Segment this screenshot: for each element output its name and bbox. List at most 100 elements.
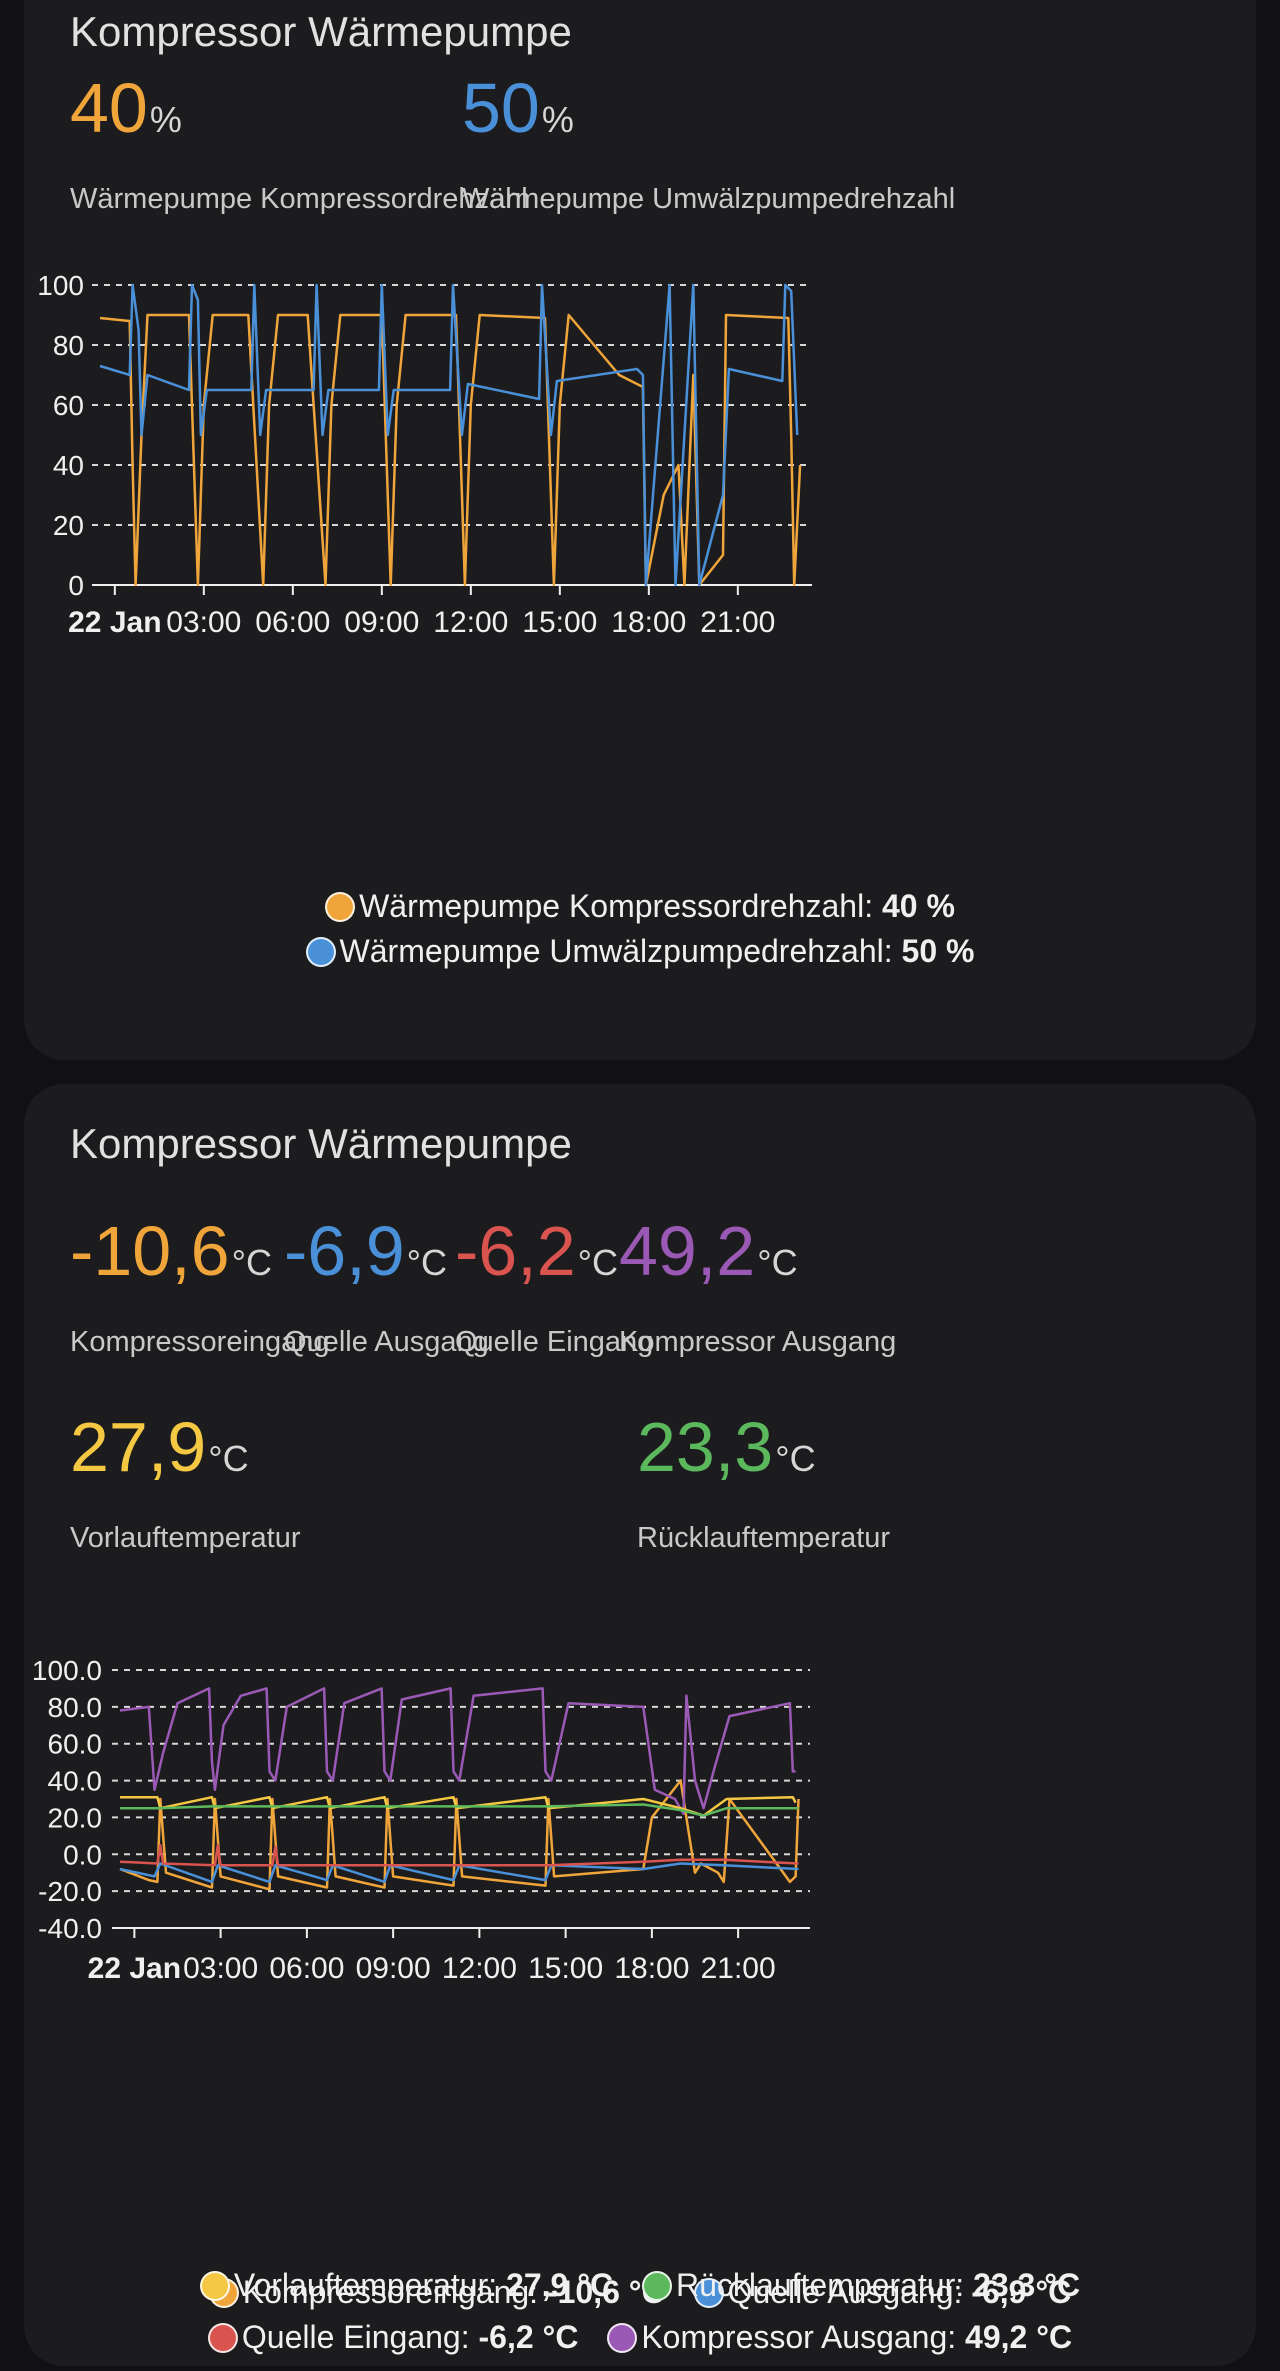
legend-label: Wärmepumpe Kompressordrehzahl:	[359, 888, 874, 924]
stat-value: 27,9	[70, 1408, 207, 1486]
legend-value: 27,9 °C	[506, 2267, 614, 2303]
series-line	[119, 1843, 799, 1867]
legend-value: -6,2 °C	[478, 2319, 579, 2355]
stat-unit: °C	[231, 1242, 272, 1283]
y-tick-label: 20	[53, 510, 84, 541]
chart-legend-row: Kompressoreingang: -10,6 °C Quelle Ausga…	[24, 2274, 1256, 2311]
card-title: Kompressor Wärmepumpe	[70, 8, 572, 55]
stat-value: -6,9	[284, 1212, 405, 1290]
y-tick-label: 60	[53, 390, 84, 421]
x-tick-label: 03:00	[166, 606, 241, 639]
legend-value: -6,9 °C	[971, 2274, 1072, 2310]
legend-label: Rücklauftemperatur:	[676, 2267, 965, 2303]
x-tick-label: 21:00	[701, 1952, 776, 1985]
legend-label: Wärmepumpe Umwälzpumpedrehzahl:	[339, 933, 893, 969]
stat-unit: °C	[577, 1242, 619, 1283]
x-tick-label: 21:00	[700, 606, 775, 639]
x-tick-label: 22 Jan	[68, 606, 161, 639]
stat-unit: °C	[775, 1438, 816, 1479]
x-tick-label: 22 Jan	[88, 1952, 181, 1985]
legend-item-flow-temperature[interactable]: Vorlauftemperatur: 27,9 °C	[199, 2267, 614, 2304]
x-tick-label: 12:00	[442, 1952, 517, 1985]
legend-dot-icon	[305, 937, 336, 967]
stat-unit: °C	[208, 1438, 249, 1479]
stat-label: Kompressor Ausgang	[619, 1326, 897, 1358]
x-tick-label: 18:00	[614, 1952, 689, 1985]
y-tick-label: 80	[53, 330, 84, 361]
legend-item-source-outlet[interactable]: Quelle Ausgang: -6,9 °C	[693, 2274, 1072, 2311]
y-tick-label: -40.0	[38, 1913, 102, 1944]
stat-unit: %	[149, 99, 182, 140]
y-tick-label: 20.0	[48, 1802, 103, 1833]
legend-item-compressor-outlet[interactable]: Kompressor Ausgang: 49,2 °C	[607, 2319, 1072, 2356]
compressor-speed-card: Kompressor Wärmepumpe 40% Wärmepumpe Kom…	[24, 0, 1256, 1060]
y-tick-label: 100.0	[32, 1655, 102, 1686]
legend-label: Vorlauftemperatur:	[233, 2267, 498, 2303]
legend-label: Kompressoreingang:	[242, 2274, 539, 2310]
series-line	[119, 1862, 799, 1884]
legend-value: 49,2 °C	[965, 2319, 1073, 2355]
stat-compressor-inlet[interactable]: -10,6°C Kompressoreingang	[70, 1216, 330, 1358]
y-tick-label: 0	[68, 570, 84, 601]
stat-label: Wärmepumpe Umwälzpumpedrehzahl	[462, 183, 956, 215]
stat-label: Quelle Eingang	[455, 1326, 654, 1358]
stat-value: 40	[70, 69, 148, 147]
series-line	[99, 313, 802, 587]
stat-unit: °C	[757, 1242, 798, 1283]
card-title: Kompressor Wärmepumpe	[70, 1120, 572, 1167]
series-line	[119, 1779, 800, 1891]
chart-legend-row: Vorlauftemperatur: 27,9 °C Rücklauftempe…	[24, 2267, 1256, 2304]
speed-chart[interactable]: 0 20 40 60 80 100 22 Jan 03:00 06:00 09:00 12:00 15…	[24, 205, 1256, 825]
stat-source-inlet[interactable]: -6,2°C Quelle Eingang	[455, 1216, 653, 1358]
y-tick-label: 60.0	[48, 1729, 103, 1760]
stat-value: 49,2	[619, 1212, 756, 1290]
stat-label: Wärmepumpe Kompressordrehzahl	[70, 183, 528, 215]
legend-dot-icon	[199, 2271, 230, 2301]
legend-dot-icon	[693, 2278, 724, 2308]
stat-label: Kompressoreingang	[70, 1326, 330, 1358]
series-line	[119, 1687, 796, 1815]
legend-item-return-temperature[interactable]: Rücklauftemperatur: 23,3 °C	[642, 2267, 1080, 2304]
chart-legend-row: Wärmepumpe Kompressordrehzahl: 40 %	[24, 888, 1256, 925]
stat-value: 23,3	[637, 1408, 774, 1486]
stat-value: 50	[462, 69, 540, 147]
legend-dot-icon	[325, 892, 356, 922]
chart-legend-row: Quelle Eingang: -6,2 °C Kompressor Ausga…	[24, 2319, 1256, 2356]
stat-compressor-outlet[interactable]: 49,2°C Kompressor Ausgang	[619, 1216, 896, 1358]
legend-value: 50 %	[901, 933, 975, 969]
stat-value: -10,6	[70, 1212, 230, 1290]
legend-label: Kompressor Ausgang:	[641, 2319, 957, 2355]
legend-label: Quelle Ausgang:	[727, 2274, 963, 2310]
x-tick-label: 15:00	[528, 1952, 603, 1985]
x-tick-label: 06:00	[269, 1952, 344, 1985]
stat-label: Rücklauftemperatur	[637, 1522, 891, 1554]
legend-item-source-inlet[interactable]: Quelle Eingang: -6,2 °C	[207, 2319, 579, 2356]
stat-label: Quelle Ausgang	[284, 1326, 489, 1358]
stat-circulation-pump-speed[interactable]: 50% Wärmepumpe Umwälzpumpedrehzahl	[462, 73, 955, 215]
x-tick-label: 18:00	[611, 606, 686, 639]
compressor-temperature-card: Kompressor Wärmepumpe -10,6°C Kompressor…	[24, 1084, 1256, 2366]
y-tick-label: 40.0	[48, 1766, 103, 1797]
stat-source-outlet[interactable]: -6,9°C Quelle Ausgang	[284, 1216, 489, 1358]
stat-value: -6,2	[455, 1212, 576, 1290]
x-tick-label: 09:00	[356, 1952, 431, 1985]
y-tick-label: 100	[37, 270, 84, 301]
legend-item-circulation-pump-speed[interactable]: Wärmepumpe Umwälzpumpedrehzahl: 50 %	[305, 933, 975, 970]
series-line	[99, 283, 799, 587]
legend-item-compressor-speed[interactable]: Wärmepumpe Kompressordrehzahl: 40 %	[325, 888, 955, 925]
stat-label: Vorlauftemperatur	[70, 1522, 301, 1554]
x-tick-label: 09:00	[344, 606, 419, 639]
legend-dot-icon	[642, 2271, 672, 2301]
legend-dot-icon	[207, 2323, 238, 2353]
legend-label: Quelle Eingang:	[241, 2319, 470, 2355]
y-tick-label: 0.0	[63, 1839, 102, 1870]
stat-flow-temperature[interactable]: 27,9°C Vorlauftemperatur	[70, 1412, 301, 1554]
stat-compressor-speed[interactable]: 40% Wärmepumpe Kompressordrehzahl	[70, 73, 528, 215]
chart-legend-row: Wärmepumpe Umwälzpumpedrehzahl: 50 %	[24, 933, 1256, 970]
legend-value: 23,3 °C	[973, 2267, 1081, 2303]
temperature-chart[interactable]: 100.0 80.0 60.0 40.0 20.0 0.0 -20.0 -40.0 22 Jan…	[24, 1604, 1256, 2284]
y-tick-label: -20.0	[38, 1876, 102, 1907]
stat-return-temperature[interactable]: 23,3°C Rücklauftemperatur	[637, 1412, 890, 1554]
y-tick-label: 40	[53, 450, 84, 481]
series-line	[120, 1803, 799, 1817]
